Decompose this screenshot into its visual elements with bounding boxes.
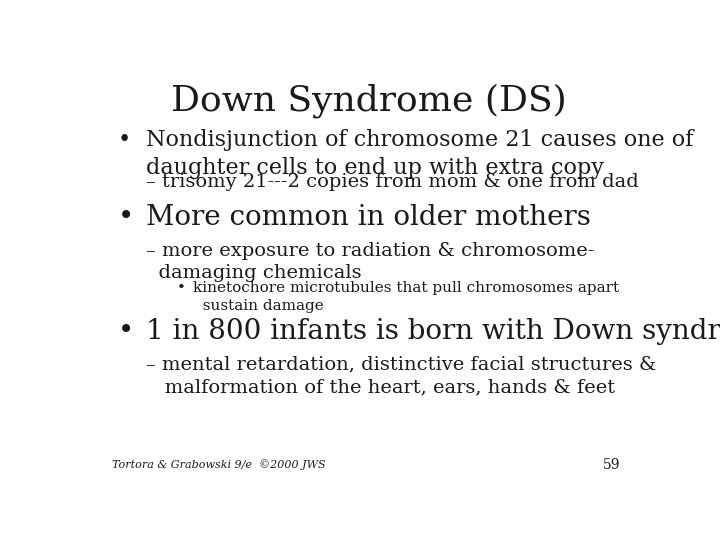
- Text: Tortora & Grabowski 9/e  ©2000 JWS: Tortora & Grabowski 9/e ©2000 JWS: [112, 460, 326, 470]
- Text: •: •: [176, 281, 185, 295]
- Text: •: •: [118, 318, 134, 345]
- Text: – trisomy 21---2 copies from mom & one from dad: – trisomy 21---2 copies from mom & one f…: [145, 173, 639, 191]
- Text: 1 in 800 infants is born with Down syndrome: 1 in 800 infants is born with Down syndr…: [145, 318, 720, 345]
- Text: Down Syndrome (DS): Down Syndrome (DS): [171, 84, 567, 118]
- Text: Nondisjunction of chromosome 21 causes one of
daughter cells to end up with extr: Nondisjunction of chromosome 21 causes o…: [145, 129, 693, 179]
- Text: – mental retardation, distinctive facial structures &
   malformation of the hea: – mental retardation, distinctive facial…: [145, 355, 656, 396]
- Text: 59: 59: [603, 458, 620, 472]
- Text: – more exposure to radiation & chromosome-
  damaging chemicals: – more exposure to radiation & chromosom…: [145, 241, 594, 282]
- Text: More common in older mothers: More common in older mothers: [145, 204, 590, 231]
- Text: •: •: [118, 204, 134, 231]
- Text: •: •: [118, 129, 131, 151]
- Text: kinetochore microtubules that pull chromosomes apart
  sustain damage: kinetochore microtubules that pull chrom…: [193, 281, 619, 313]
